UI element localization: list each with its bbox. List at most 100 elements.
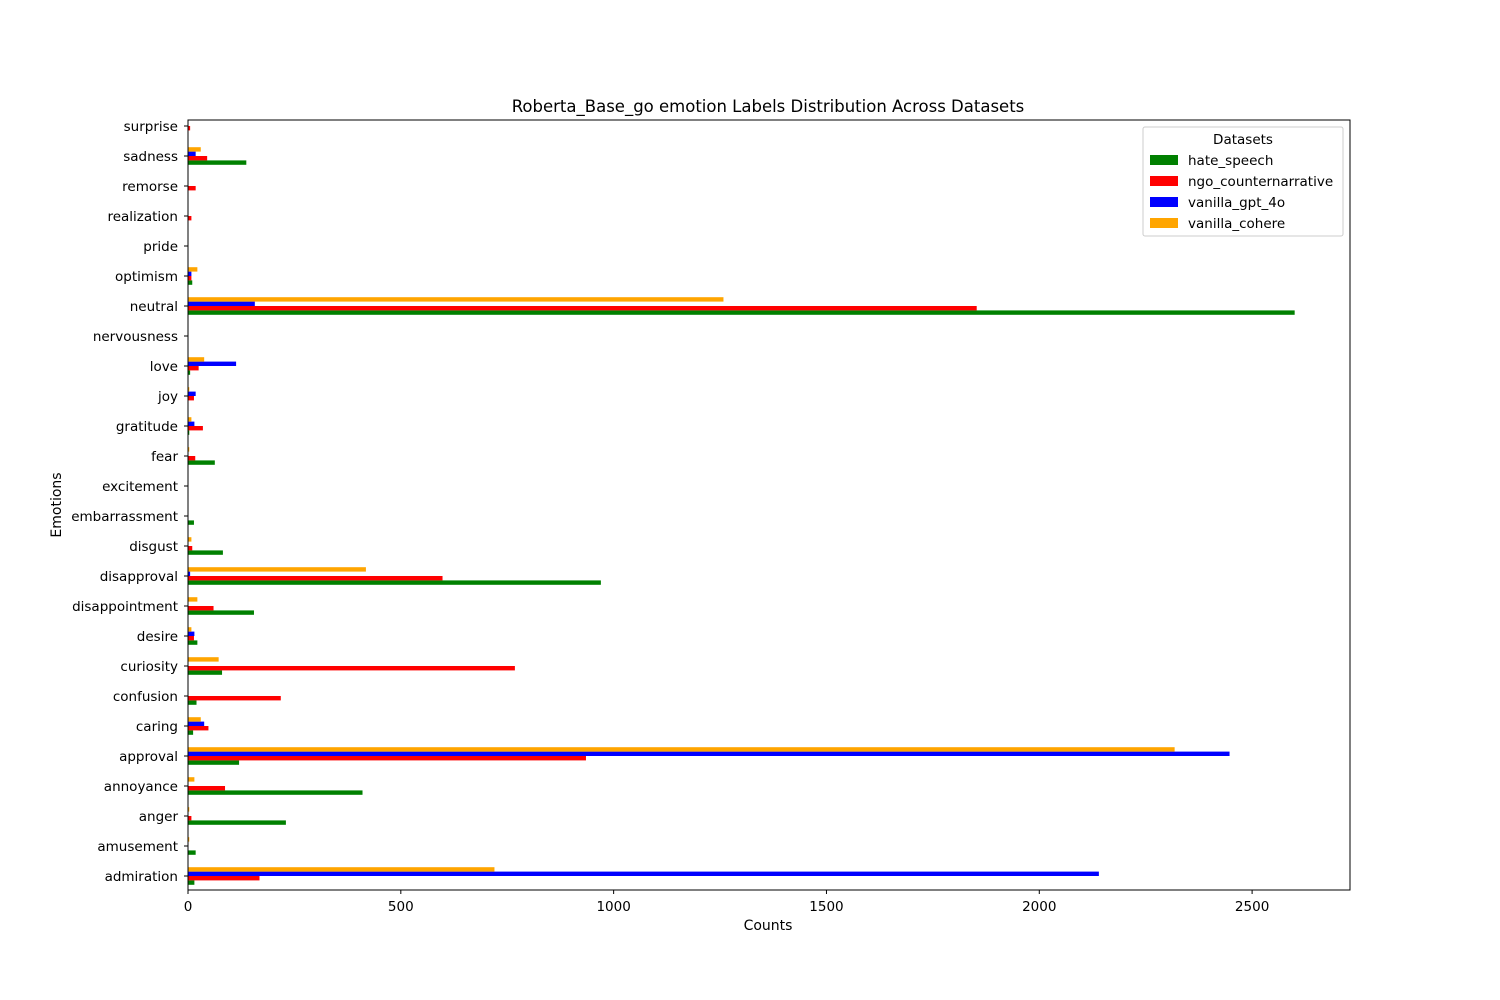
- bar-ngo_counternarrative-curiosity: [188, 666, 515, 671]
- y-tick-label: remorse: [122, 179, 178, 195]
- bar-vanilla_gpt_4o-caring: [188, 721, 205, 726]
- legend-label-vanilla_cohere: vanilla_cohere: [1188, 216, 1285, 232]
- x-tick-label: 2500: [1235, 899, 1269, 915]
- bar-ngo_counternarrative-remorse: [188, 186, 196, 191]
- legend-swatch-ngo_counternarrative: [1150, 176, 1178, 186]
- bar-ngo_counternarrative-annoyance: [188, 786, 226, 791]
- bar-vanilla_gpt_4o-joy: [188, 391, 196, 396]
- y-tick-label: approval: [119, 749, 178, 765]
- bar-vanilla_cohere-disappointment: [188, 597, 198, 602]
- bar-vanilla_cohere-admiration: [188, 867, 495, 872]
- bars-group: [188, 126, 1295, 885]
- bar-vanilla_gpt_4o-approval: [188, 751, 1230, 756]
- chart-title: Roberta_Base_go emotion Labels Distribut…: [512, 97, 1025, 117]
- bar-ngo_counternarrative-caring: [188, 726, 209, 731]
- bar-hate_speech-disapproval: [188, 580, 601, 585]
- bar-hate_speech-sadness: [188, 160, 247, 165]
- x-tick-label: 1000: [596, 899, 630, 915]
- legend-frame: [1142, 126, 1344, 237]
- y-tick-label: joy: [157, 389, 178, 405]
- legend: Datasets hate_speech ngo_counternarrative…: [1142, 126, 1344, 237]
- bar-hate_speech-annoyance: [188, 790, 363, 795]
- bar-hate_speech-gratitude: [188, 430, 190, 435]
- bar-ngo_counternarrative-joy: [188, 396, 194, 401]
- bar-vanilla_cohere-amusement: [188, 837, 190, 842]
- bar-ngo_counternarrative-realization: [188, 216, 192, 221]
- x-axis: 0 500 1000 1500 2000 2500: [184, 890, 1269, 915]
- bar-vanilla_cohere-fear: [188, 447, 190, 452]
- y-tick-label: excitement: [102, 479, 178, 495]
- y-tick-label: confusion: [113, 689, 178, 705]
- bar-vanilla_gpt_4o-neutral: [188, 301, 255, 306]
- bar-vanilla_gpt_4o-love: [188, 361, 237, 366]
- y-tick-label: disappointment: [72, 599, 178, 615]
- bar-hate_speech-desire: [188, 640, 198, 645]
- y-tick-label: admiration: [105, 869, 178, 885]
- legend-swatch-vanilla_cohere: [1150, 218, 1178, 228]
- y-tick-label: love: [150, 359, 178, 375]
- y-tick-label: curiosity: [120, 659, 178, 675]
- bar-hate_speech-neutral: [188, 310, 1295, 315]
- bar-vanilla_cohere-curiosity: [188, 657, 219, 662]
- bar-vanilla_cohere-caring: [188, 717, 201, 722]
- bar-hate_speech-love: [188, 370, 191, 375]
- bar-vanilla_cohere-love: [188, 357, 205, 362]
- legend-label-hate_speech: hate_speech: [1188, 153, 1273, 169]
- bar-hate_speech-embarrassment: [188, 520, 194, 525]
- bar-vanilla_cohere-disgust: [188, 537, 192, 542]
- bar-hate_speech-approval: [188, 760, 240, 765]
- y-tick-label: pride: [143, 239, 178, 255]
- y-tick-label: embarrassment: [71, 509, 178, 525]
- bar-ngo_counternarrative-disgust: [188, 546, 193, 551]
- bar-ngo_counternarrative-fear: [188, 456, 196, 461]
- legend-label-ngo_counternarrative: ngo_counternarrative: [1188, 174, 1333, 190]
- y-tick-label: disapproval: [100, 569, 178, 585]
- bar-ngo_counternarrative-disappointment: [188, 606, 214, 611]
- bar-vanilla_gpt_4o-admiration: [188, 871, 1099, 876]
- bar-ngo_counternarrative-optimism: [188, 276, 192, 281]
- bar-ngo_counternarrative-anger: [188, 816, 192, 821]
- legend-swatch-hate_speech: [1150, 155, 1178, 165]
- bar-vanilla_cohere-desire: [188, 627, 192, 632]
- legend-title: Datasets: [1213, 132, 1273, 148]
- bar-hate_speech-anger: [188, 820, 286, 825]
- y-tick-label: annoyance: [104, 779, 178, 795]
- bar-vanilla_cohere-optimism: [188, 267, 198, 272]
- bar-ngo_counternarrative-admiration: [188, 876, 260, 881]
- y-tick-label: anger: [139, 809, 179, 825]
- legend-entries: hate_speech ngo_counternarrative vanilla_g…: [1150, 153, 1333, 232]
- bar-ngo_counternarrative-neutral: [188, 306, 977, 311]
- y-tick-label: realization: [107, 209, 178, 225]
- bar-ngo_counternarrative-surprise: [188, 126, 191, 131]
- bar-ngo_counternarrative-disapproval: [188, 576, 443, 581]
- y-tick-label: desire: [137, 629, 178, 645]
- y-axis: admiration amusement anger annoyance approva…: [71, 119, 188, 885]
- y-tick-label: amusement: [97, 839, 178, 855]
- bar-hate_speech-disappointment: [188, 610, 254, 615]
- bar-hate_speech-fear: [188, 460, 215, 465]
- bar-hate_speech-optimism: [188, 280, 193, 285]
- bar-vanilla_cohere-sadness: [188, 147, 201, 152]
- bar-ngo_counternarrative-approval: [188, 756, 586, 761]
- bar-hate_speech-disgust: [188, 550, 223, 555]
- x-tick-label: 1500: [809, 899, 843, 915]
- bar-ngo_counternarrative-love: [188, 366, 199, 371]
- bar-vanilla_cohere-neutral: [188, 297, 724, 302]
- y-tick-label: optimism: [115, 269, 178, 285]
- bar-hate_speech-amusement: [188, 850, 196, 855]
- y-tick-label: caring: [136, 719, 178, 735]
- legend-label-vanilla_gpt_4o: vanilla_gpt_4o: [1188, 195, 1285, 211]
- bar-hate_speech-caring: [188, 730, 194, 735]
- y-tick-label: sadness: [123, 149, 178, 165]
- plot-frame: [187, 119, 1351, 891]
- x-tick-label: 0: [184, 899, 193, 915]
- bar-vanilla_cohere-annoyance: [188, 777, 195, 782]
- y-tick-label: nervousness: [93, 329, 178, 345]
- bar-vanilla_cohere-gratitude: [188, 417, 192, 422]
- bar-ngo_counternarrative-confusion: [188, 696, 281, 701]
- bar-vanilla_gpt_4o-disapproval: [188, 571, 191, 576]
- y-tick-label: fear: [151, 449, 178, 465]
- x-axis-label: Counts: [744, 918, 793, 934]
- legend-swatch-vanilla_gpt_4o: [1150, 197, 1178, 207]
